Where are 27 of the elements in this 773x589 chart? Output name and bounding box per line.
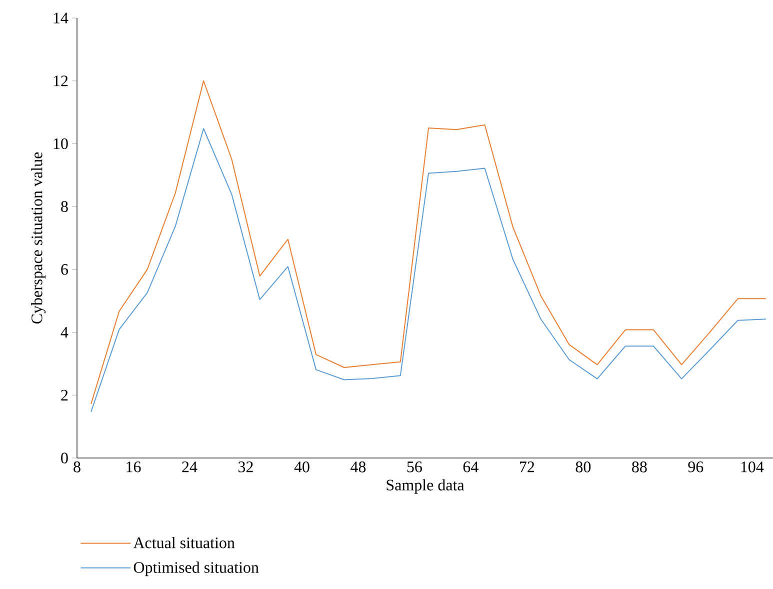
x-tick-label: 40 bbox=[294, 462, 310, 472]
legend-label: Optimised situation bbox=[134, 562, 259, 576]
x-tick-label: 48 bbox=[350, 462, 366, 472]
y-tick-label: 6 bbox=[61, 264, 68, 275]
x-tick-label: 80 bbox=[576, 462, 591, 472]
y-tick-label: 8 bbox=[61, 201, 68, 212]
x-tick-label: 16 bbox=[126, 462, 141, 472]
y-tick-label: 14 bbox=[54, 12, 68, 24]
y-tick-label: 4 bbox=[60, 327, 68, 338]
line-series bbox=[90, 128, 766, 412]
line-series bbox=[90, 80, 766, 404]
x-tick-label: 24 bbox=[182, 462, 198, 472]
x-tick-label: 72 bbox=[520, 462, 534, 472]
legend-label: Actual situation bbox=[133, 537, 235, 548]
x-tick-label: 104 bbox=[741, 462, 764, 472]
y-axis-title: Cyberspace situation value bbox=[31, 152, 46, 324]
y-tick-label: 2 bbox=[61, 390, 68, 400]
y-tick-label: 12 bbox=[54, 76, 68, 86]
x-tick-label: 56 bbox=[407, 462, 422, 472]
x-axis-title: Sample data bbox=[386, 479, 464, 494]
x-tick-label: 8 bbox=[74, 462, 80, 472]
x-tick-label: 96 bbox=[688, 462, 704, 472]
x-tick-label: 64 bbox=[463, 462, 478, 472]
y-tick-label: 0 bbox=[61, 452, 68, 464]
x-tick-label: 88 bbox=[632, 462, 647, 472]
x-tick-label: 32 bbox=[238, 462, 253, 472]
y-tick-label: 10 bbox=[54, 138, 68, 150]
